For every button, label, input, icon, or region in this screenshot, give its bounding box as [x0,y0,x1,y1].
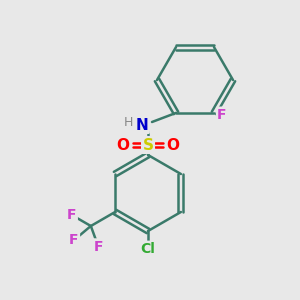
Text: O: O [167,137,179,152]
Text: F: F [94,240,103,254]
Text: F: F [69,233,79,247]
Text: H: H [123,116,133,130]
Text: N: N [136,118,148,133]
Text: F: F [217,108,227,122]
Text: F: F [67,208,76,222]
Text: S: S [142,137,154,152]
Text: O: O [116,137,130,152]
Text: Cl: Cl [141,242,155,256]
